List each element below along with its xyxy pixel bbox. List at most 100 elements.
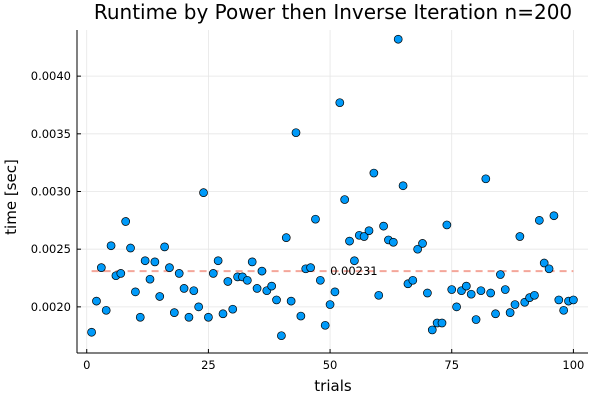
mean-line-group: 0.00231 <box>91 264 574 278</box>
y-tick-label: 0.0030 <box>31 185 71 199</box>
x-tick-label: 100 <box>562 358 584 372</box>
data-point <box>345 236 354 246</box>
data-point <box>281 233 291 242</box>
x-tick-label: 25 <box>201 358 216 372</box>
x-tick-label: 75 <box>444 358 459 372</box>
data-point <box>106 241 116 251</box>
data-point <box>413 244 423 254</box>
data-point <box>486 288 496 298</box>
data-point <box>471 315 481 324</box>
data-point <box>569 295 578 305</box>
data-point <box>272 295 281 305</box>
data-point <box>325 300 335 309</box>
data-point <box>549 211 559 221</box>
data-point <box>539 258 549 268</box>
data-point <box>350 256 359 266</box>
x-tick-label: 50 <box>323 358 338 372</box>
data-point <box>257 266 267 276</box>
data-point <box>116 269 126 278</box>
x-axis-label: trials <box>314 377 352 395</box>
data-point <box>296 311 306 321</box>
data-point <box>267 281 277 291</box>
data-point <box>204 312 213 322</box>
data-point <box>379 221 388 231</box>
chart-title: Runtime by Power then Inverse Iteration … <box>94 0 572 24</box>
data-point <box>408 275 418 285</box>
data-point <box>544 264 554 274</box>
data-point <box>286 296 296 306</box>
data-point <box>189 286 199 296</box>
data-point <box>423 288 432 298</box>
data-point <box>452 302 461 312</box>
data-point <box>96 263 106 272</box>
y-tick-label: 0.0040 <box>31 69 71 83</box>
data-point <box>534 215 544 225</box>
tick-labels: 0 25 50 75 100 0.0020 0.0025 0.0030 0.0035 0.0040 <box>31 69 585 372</box>
data-point <box>500 285 510 294</box>
data-point <box>184 312 194 322</box>
data-point <box>364 226 374 236</box>
data-point <box>320 320 330 330</box>
y-tick-label: 0.0025 <box>31 242 71 256</box>
data-point <box>213 256 223 266</box>
data-point <box>335 98 345 108</box>
data-point <box>160 242 169 252</box>
data-point <box>208 269 218 278</box>
data-point <box>442 220 452 230</box>
data-point <box>427 325 437 335</box>
data-point <box>218 309 228 319</box>
x-tick-label: 0 <box>83 358 90 372</box>
data-point <box>92 296 101 306</box>
data-point <box>306 263 315 272</box>
mean-line-label: 0.00231 <box>330 264 378 278</box>
data-point <box>242 275 252 285</box>
data-point <box>155 292 165 301</box>
data-point <box>223 277 233 286</box>
data-point <box>165 263 174 272</box>
data-point <box>447 285 457 294</box>
data-point <box>311 214 320 224</box>
data-point <box>199 188 208 198</box>
data-point <box>491 309 500 319</box>
data-point <box>194 302 204 312</box>
data-point <box>126 243 135 253</box>
data-point <box>140 256 150 266</box>
data-point <box>291 128 301 138</box>
data-point <box>169 308 179 317</box>
data-point <box>150 257 160 267</box>
y-tick-label: 0.0020 <box>31 300 71 314</box>
data-point <box>228 304 238 314</box>
data-point <box>437 318 447 328</box>
data-point <box>252 284 262 293</box>
data-point <box>530 290 539 300</box>
data-point <box>496 270 505 279</box>
data-points <box>87 34 578 341</box>
axes <box>76 30 588 354</box>
y-axis-label: time [sec] <box>2 159 20 235</box>
data-point <box>418 239 427 248</box>
data-point <box>131 287 140 297</box>
data-point <box>174 269 184 278</box>
data-point <box>466 289 476 299</box>
data-point <box>121 217 131 226</box>
data-point <box>476 286 486 296</box>
data-point <box>388 237 398 247</box>
data-point <box>87 327 96 337</box>
data-point <box>359 232 369 241</box>
data-point <box>461 281 471 291</box>
data-point <box>374 290 384 300</box>
data-point <box>510 300 520 309</box>
data-point <box>179 284 189 293</box>
y-tick-label: 0.0035 <box>31 127 71 141</box>
data-point <box>559 305 569 315</box>
data-point <box>135 312 145 322</box>
data-point <box>145 274 155 284</box>
data-point <box>247 257 257 267</box>
data-point <box>554 295 564 305</box>
data-point <box>315 275 325 285</box>
data-point <box>101 305 111 315</box>
data-point <box>398 181 408 191</box>
data-point <box>393 34 403 44</box>
data-point <box>340 195 350 204</box>
